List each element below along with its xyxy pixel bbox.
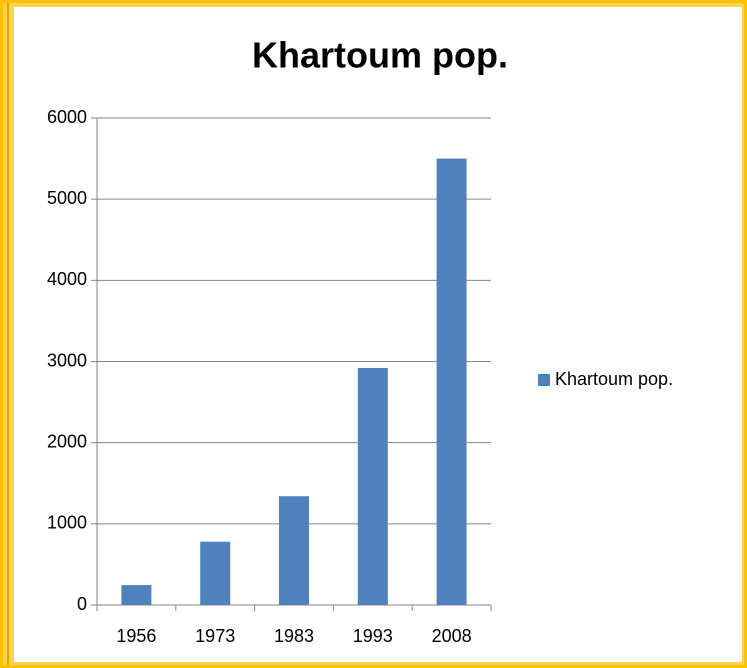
y-tick-label: 0	[77, 594, 87, 614]
x-tick-label: 1983	[274, 626, 314, 646]
y-tick-label: 6000	[47, 107, 87, 127]
legend-label: Khartoum pop.	[555, 369, 673, 389]
legend-swatch	[538, 374, 550, 386]
x-tick-label: 1973	[195, 626, 235, 646]
chart-title: Khartoum pop.	[252, 35, 508, 76]
x-tick-label: 1956	[116, 626, 156, 646]
x-tick-label: 2008	[432, 626, 472, 646]
y-tick-label: 2000	[47, 431, 87, 451]
y-tick-label: 5000	[47, 188, 87, 208]
x-tick-label: 1993	[353, 626, 393, 646]
bar	[436, 158, 467, 606]
y-tick-label: 3000	[47, 350, 87, 370]
bar	[121, 585, 152, 605]
y-tick-label: 1000	[47, 513, 87, 533]
bar	[357, 367, 388, 605]
bar	[279, 496, 309, 605]
y-tick-label: 4000	[47, 269, 87, 289]
bar	[200, 541, 231, 605]
